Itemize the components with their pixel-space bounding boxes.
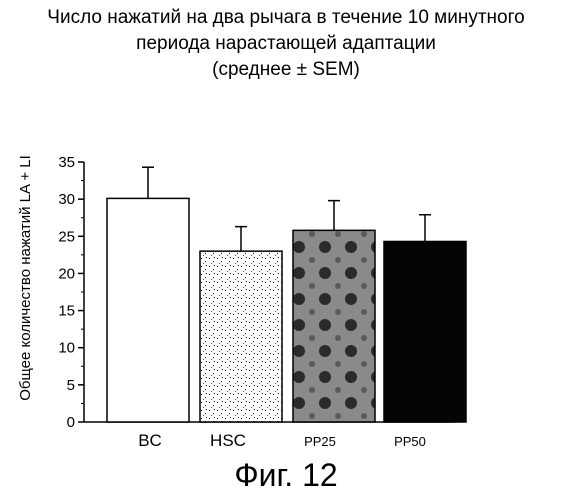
y-tick-label: 0 — [67, 414, 75, 431]
y-tick-label: 30 — [58, 191, 75, 208]
figure-caption: Фиг. 12 — [0, 455, 572, 495]
bar-pp50 — [384, 241, 466, 422]
y-tick-label: 5 — [67, 377, 75, 394]
y-tick-label: 10 — [58, 340, 75, 357]
y-tick-label: 35 — [58, 154, 75, 171]
x-tick-label: PP25 — [304, 434, 336, 449]
x-tick-label: HSC — [210, 431, 246, 450]
x-tick-label: PP50 — [394, 434, 426, 449]
bar-bc — [107, 198, 189, 422]
y-tick-label: 15 — [58, 303, 75, 320]
x-tick-label: BC — [138, 431, 162, 450]
y-tick-label: 25 — [58, 228, 75, 245]
y-axis-label: Общее количество нажатий LA + LI — [17, 155, 34, 401]
bar-pp25 — [293, 230, 375, 422]
y-tick-label: 20 — [58, 265, 75, 282]
bar-hsc — [200, 251, 282, 422]
